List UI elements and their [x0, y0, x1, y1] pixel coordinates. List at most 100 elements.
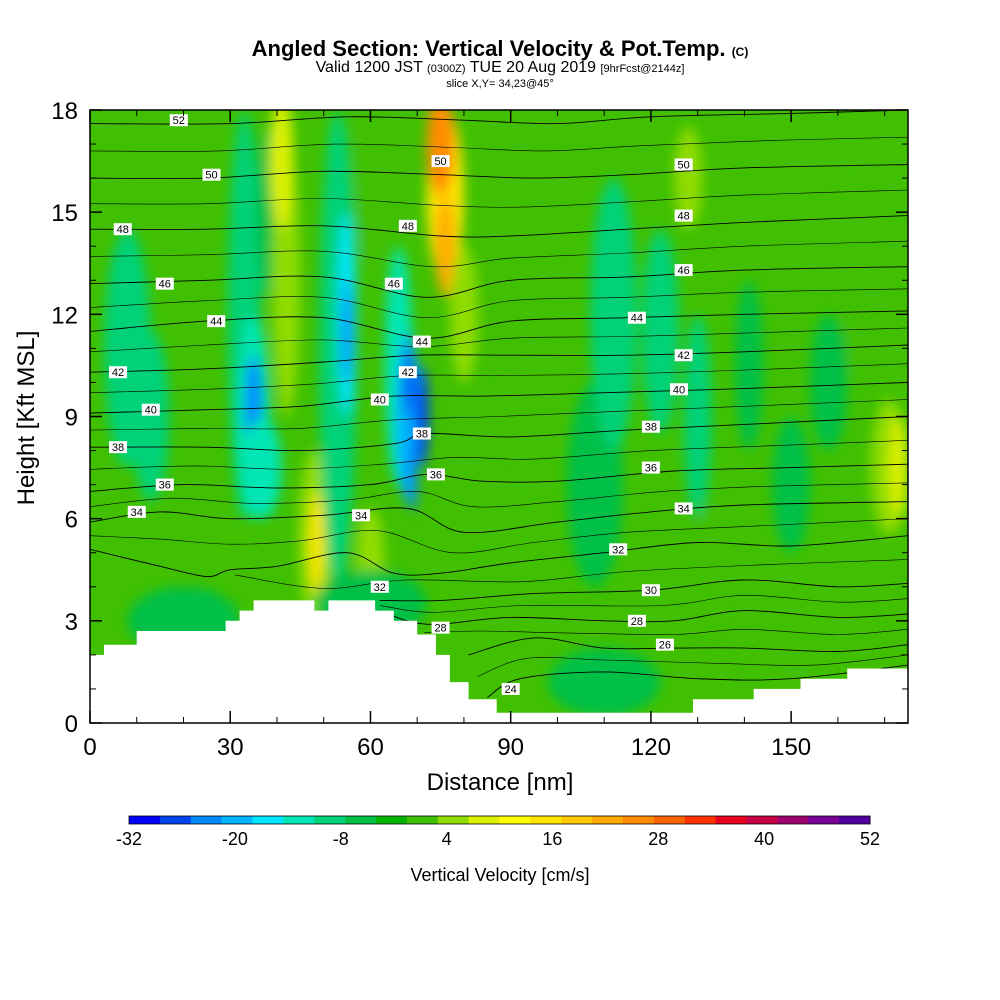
- isentrope-minor: [90, 518, 908, 554]
- velocity-cell: [426, 110, 455, 196]
- isentrope-minor: [90, 240, 908, 268]
- isentrope-minor: [90, 288, 908, 319]
- isentrope-40: [90, 381, 908, 414]
- y-tick-label: 0: [65, 711, 78, 738]
- isentrope-label: 42: [398, 366, 417, 379]
- velocity-cell: [309, 491, 324, 594]
- colorbar-tick-label: 52: [860, 829, 880, 849]
- isentrope-label-text: 36: [430, 469, 442, 481]
- isentrope-label-text: 42: [402, 367, 414, 379]
- isentrope-label-text: 32: [374, 582, 386, 594]
- isentrope-label-box: [431, 155, 450, 168]
- isentrope-label-box: [669, 383, 688, 396]
- isentrope-label-text: 30: [645, 585, 657, 597]
- isentrope-label-box: [169, 114, 188, 127]
- colorbar-swatch: [561, 816, 593, 824]
- velocity-cell: [590, 178, 637, 451]
- isentrope-label: 50: [674, 158, 693, 171]
- isentrope-52: [90, 110, 908, 125]
- velocity-cell: [449, 246, 478, 383]
- velocity-cell: [342, 280, 352, 383]
- y-tick-label: 15: [51, 200, 78, 227]
- x-axis-label: Distance [nm]: [427, 769, 574, 796]
- isentrope-label: 40: [669, 383, 688, 396]
- isentrope-label: 46: [384, 277, 403, 291]
- y-tick-label: 12: [51, 302, 78, 329]
- isentrope-label-box: [674, 502, 693, 515]
- isentrope-label-box: [627, 311, 646, 324]
- isentrope-label-box: [370, 393, 389, 406]
- velocity-cell: [641, 229, 679, 434]
- velocity-cell: [269, 110, 294, 230]
- isentrope-label: 52: [169, 114, 188, 127]
- velocity-cell: [683, 314, 712, 519]
- isentrope-label-text: 50: [434, 156, 446, 168]
- isentrope-label-text: 28: [434, 623, 446, 635]
- colorbar-swatch: [252, 816, 284, 824]
- colorbar-tick-label: -32: [116, 829, 142, 849]
- x-tick-label: 60: [357, 734, 384, 761]
- isentrope-label: 38: [109, 441, 128, 454]
- isentrope-minor: [90, 189, 908, 208]
- velocity-cell: [414, 365, 429, 468]
- isentrope-labels: 52 50 48 46 44 42 40 38 36 34 50 48 46 44 42 40 38 36 34 32…: [109, 114, 693, 696]
- isentrope-minor: [90, 399, 908, 431]
- y-tick-label: 6: [65, 507, 78, 534]
- isentrope-label: 44: [412, 335, 431, 349]
- colorbar-swatch: [623, 816, 655, 824]
- isentrope-label-box: [426, 468, 445, 481]
- isentrope-label-box: [155, 478, 174, 491]
- chart-title: Angled Section: Vertical Velocity & Pot.…: [251, 36, 749, 61]
- isentrope-label-box: [113, 223, 132, 236]
- colorbar-swatch: [499, 816, 531, 824]
- colorbar: -32 -20 -8 4 16 28 40 52: [116, 815, 880, 849]
- isentrope-label: 26: [655, 638, 674, 652]
- isentrope-label-text: 46: [678, 265, 690, 277]
- isentrope-label: 28: [627, 614, 646, 628]
- isentrope-24: [487, 664, 908, 698]
- isentrope-32: [90, 535, 908, 578]
- isentrope-label-box: [352, 509, 371, 522]
- colorbar-swatch: [345, 816, 377, 824]
- colorbar-swatch: [221, 816, 253, 824]
- colorbar-swatch: [406, 816, 439, 824]
- isentrope-label-text: 38: [416, 429, 428, 441]
- isentrope-label: 38: [412, 427, 431, 441]
- isentrope-label: 32: [609, 543, 628, 556]
- isentrope-label: 34: [674, 502, 693, 515]
- isentrope-label-text: 50: [205, 170, 217, 182]
- isentrope-label-text: 48: [678, 211, 690, 223]
- isentrope-contours: [90, 110, 908, 698]
- isentrope-minor: [477, 654, 908, 677]
- isentrope-label-text: 44: [416, 337, 428, 349]
- isentrope-label: 36: [641, 461, 660, 475]
- isentrope-label-box: [501, 682, 520, 695]
- isentrope-label: 46: [674, 264, 693, 277]
- colorbar-frame: [128, 815, 871, 825]
- isentrope-label: 40: [141, 403, 160, 417]
- isentrope-label-text: 42: [678, 350, 690, 362]
- isentrope-label-text: 48: [117, 224, 129, 236]
- isentrope-label-text: 34: [355, 510, 367, 522]
- isentrope-minor: [424, 628, 908, 635]
- isentrope-label-text: 36: [159, 480, 171, 492]
- isentrope-minor: [379, 594, 908, 613]
- isentrope-label: 46: [155, 277, 174, 291]
- isentrope-label-box: [641, 584, 660, 597]
- isentrope-label-text: 44: [631, 313, 643, 325]
- isentrope-label-text: 46: [159, 279, 171, 291]
- velocity-cell: [132, 331, 170, 502]
- isentrope-label-text: 40: [145, 405, 157, 417]
- isentrope-label-box: [674, 209, 693, 222]
- isentrope-label: 44: [207, 315, 226, 328]
- isentrope-label-box: [674, 264, 693, 277]
- colorbar-swatch: [159, 816, 192, 824]
- isentrope-label: 32: [370, 580, 389, 594]
- colorbar-swatch: [530, 816, 562, 824]
- isentrope-label-text: 38: [645, 422, 657, 434]
- velocity-cell: [244, 416, 282, 519]
- isentrope-label-text: 40: [673, 384, 685, 396]
- velocity-cell: [735, 603, 848, 672]
- isentrope-label-text: 34: [131, 507, 143, 519]
- isentrope-label-box: [398, 366, 417, 379]
